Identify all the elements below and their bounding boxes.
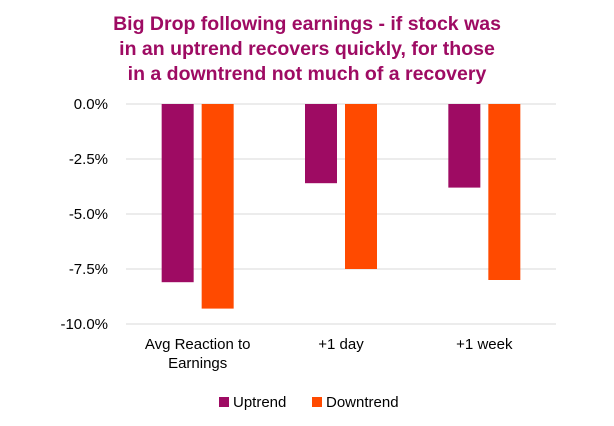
bar-downtrend [201,104,234,309]
chart-title-line: in a downtrend not much of a recovery [128,63,487,85]
y-tick-label: -5.0% [69,206,108,223]
x-category-label: Avg Reaction to [145,336,251,353]
legend: Uptrend Downtrend [219,394,399,411]
y-tick-label: -2.5% [69,151,108,168]
legend-label-downtrend: Downtrend [326,394,399,411]
bar-uptrend [448,104,481,188]
x-category-label: Earnings [168,355,227,372]
y-axis-tick-labels: 0.0% -2.5% -5.0% -7.5% -10.0% [60,96,108,333]
bar-uptrend [305,104,337,184]
legend-swatch-uptrend [219,397,229,407]
y-tick-label: -10.0% [60,316,108,333]
legend-swatch-downtrend [312,397,322,407]
legend-label-uptrend: Uptrend [233,394,286,411]
gridlines [126,103,556,325]
bar-downtrend [345,104,377,269]
bars [161,104,521,309]
bar-downtrend [488,104,521,280]
x-category-label: +1 week [456,336,513,353]
chart-title: Big Drop following earnings - if stock w… [113,13,501,85]
x-category-label: +1 day [318,336,364,353]
x-axis-category-labels: Avg Reaction to Earnings +1 day +1 week [145,336,513,372]
chart-title-line: in an uptrend recovers quickly, for thos… [119,38,495,60]
chart-title-line: Big Drop following earnings - if stock w… [113,13,501,35]
y-tick-label: -7.5% [69,261,108,278]
y-tick-label: 0.0% [74,96,108,113]
bar-uptrend [161,104,194,283]
